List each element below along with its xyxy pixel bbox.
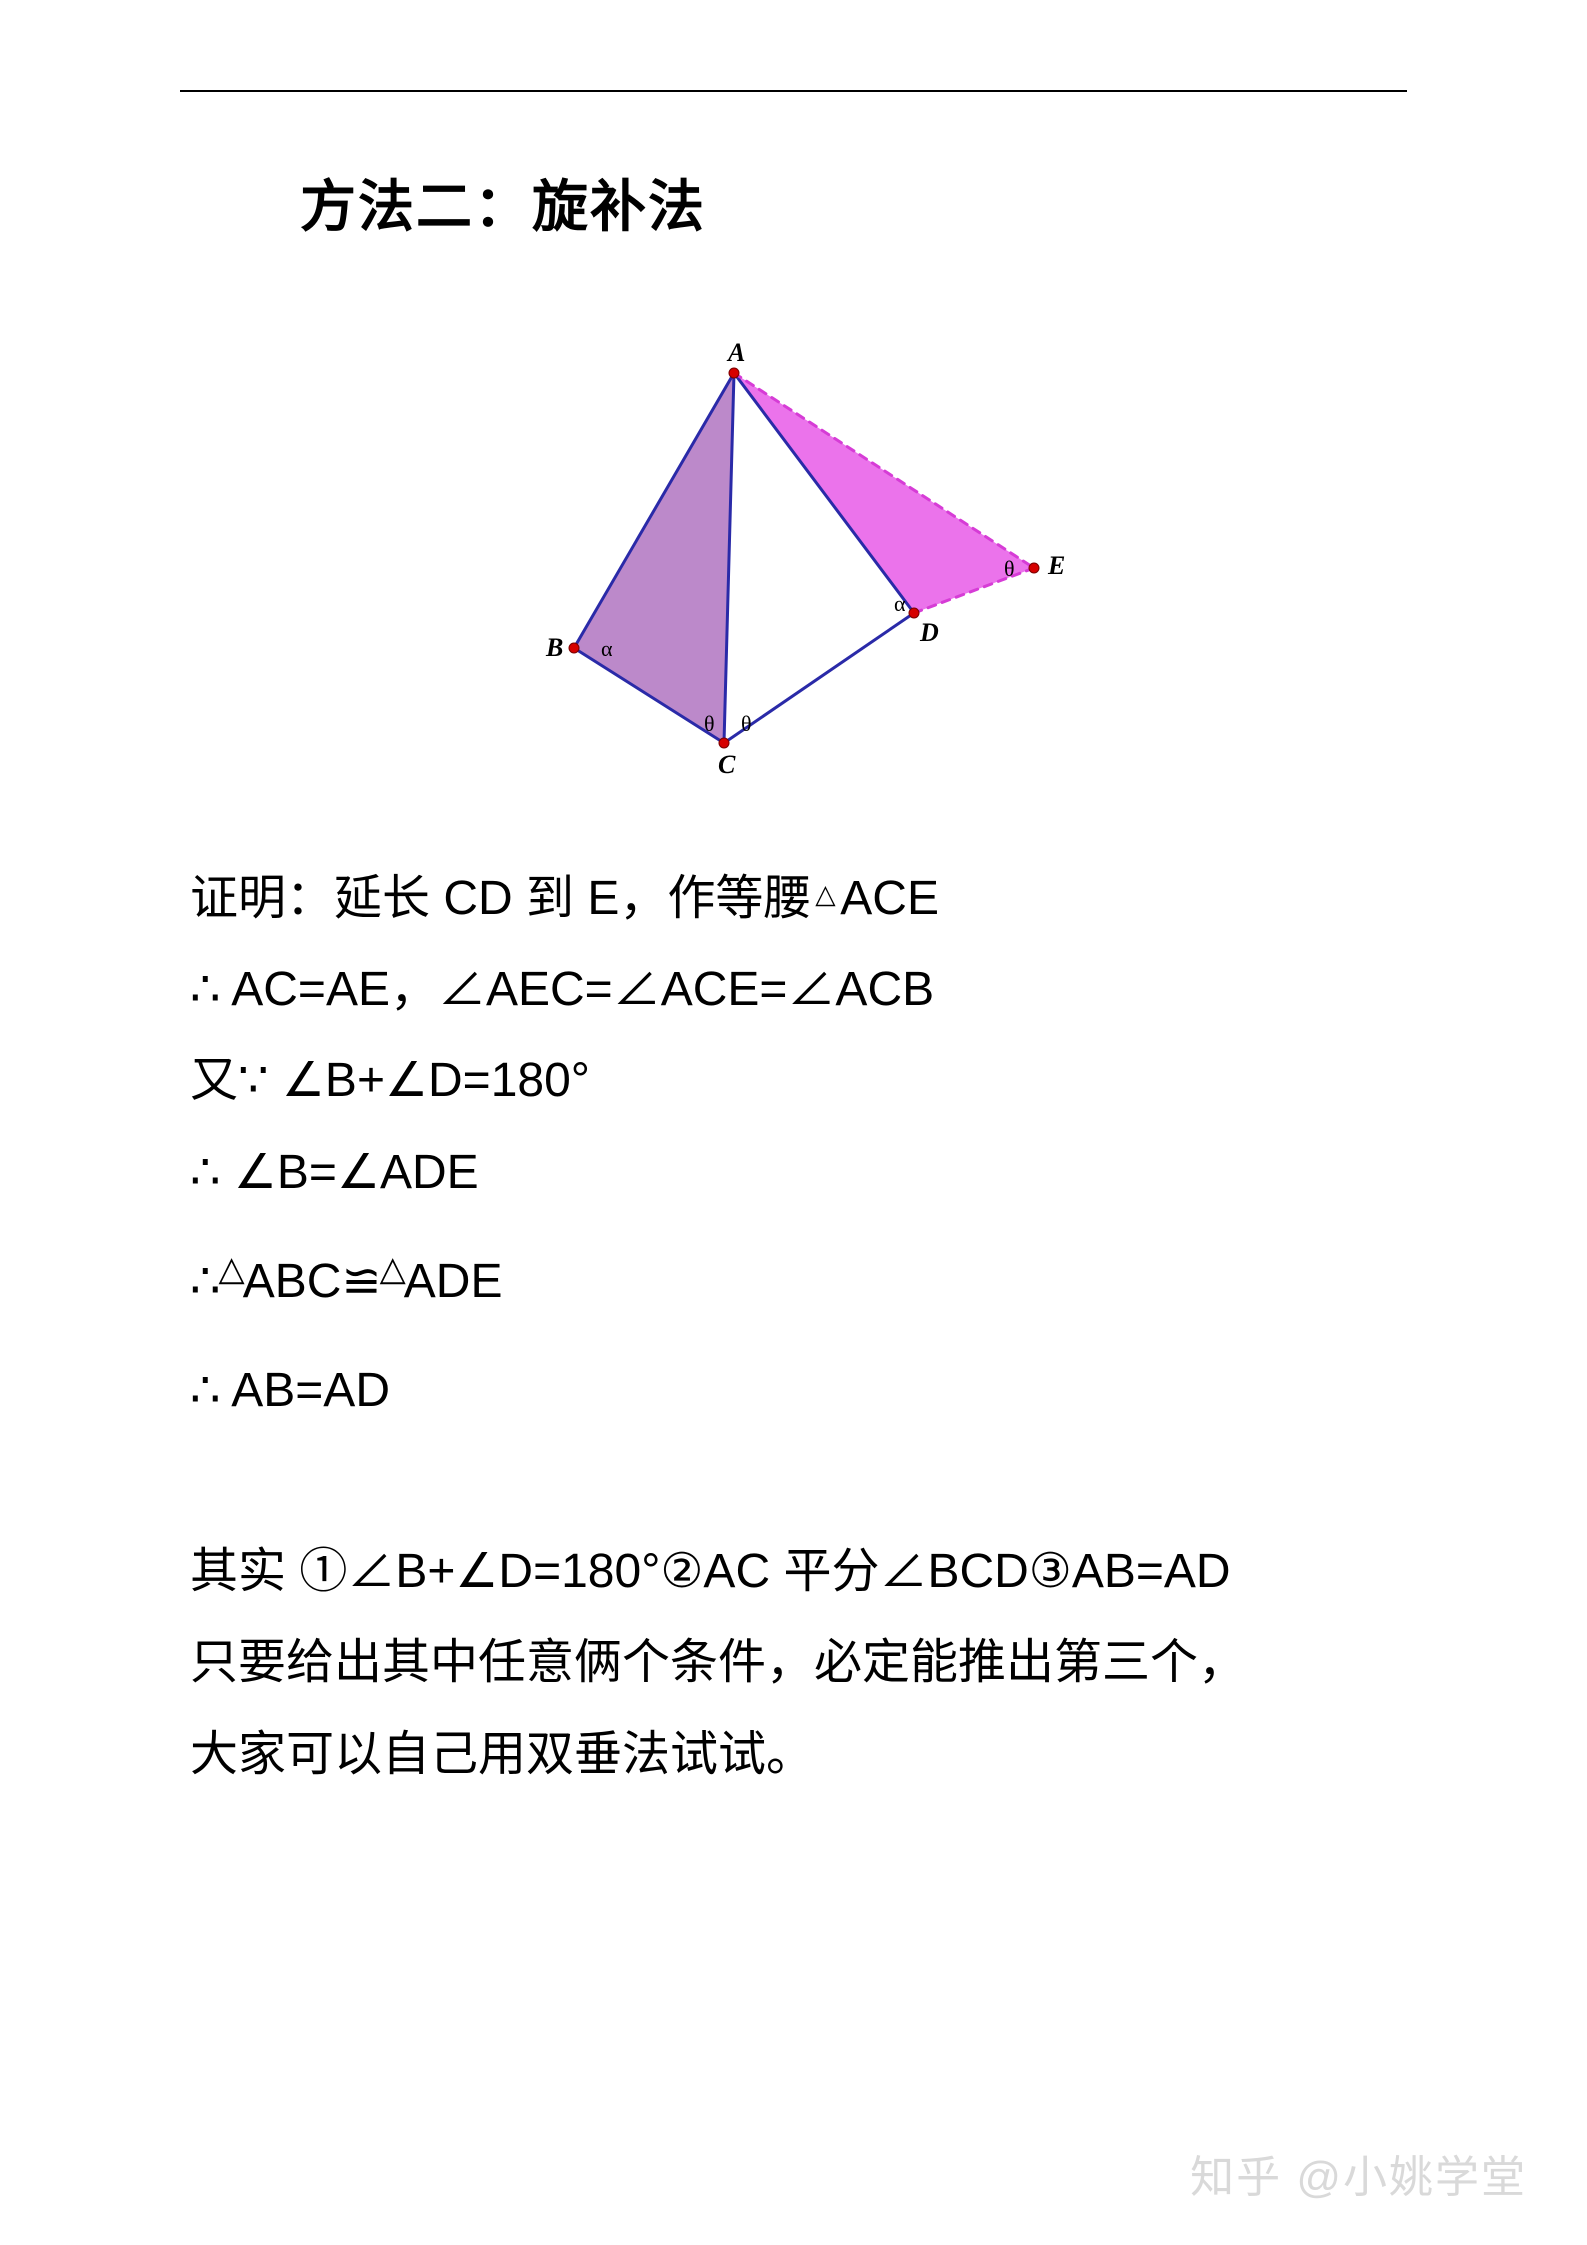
- note-line: 其实 ①∠B+∠D=180°②AC 平分∠BCD③AB=AD: [190, 1526, 1407, 1617]
- proof-block: 证明：延长 CD 到 E，作等腰△ACE∴ AC=AE，∠AEC=∠ACE=∠A…: [190, 853, 1407, 1436]
- svg-text:E: E: [1047, 551, 1065, 580]
- svg-text:α: α: [894, 591, 906, 616]
- section-title: 方法二：旋补法: [300, 162, 1407, 243]
- svg-text:θ: θ: [704, 711, 715, 736]
- svg-text:D: D: [919, 618, 939, 647]
- svg-text:C: C: [718, 750, 736, 779]
- svg-text:θ: θ: [741, 711, 752, 736]
- top-rule: [180, 90, 1407, 92]
- proof-line: ∴△ABC≌△ADE: [190, 1236, 1407, 1327]
- note-line: 大家可以自己用双垂法试试。: [190, 1709, 1407, 1800]
- figure-container: A B C D Eα θ θ α θ: [180, 333, 1407, 793]
- proof-line: ∴ ∠B=∠ADE: [190, 1127, 1407, 1218]
- geometry-figure: A B C D Eα θ θ α θ: [474, 333, 1114, 793]
- svg-text:θ: θ: [1004, 556, 1015, 581]
- page: 方法二：旋补法 ABCDEαθθαθ 证明：延长 CD 到 E，作等腰△ACE∴…: [0, 0, 1587, 2245]
- note-line: 只要给出其中任意俩个条件，必定能推出第三个，: [190, 1617, 1407, 1708]
- proof-line: ∴ AC=AE，∠AEC=∠ACE=∠ACB: [190, 944, 1407, 1035]
- note-block: 其实 ①∠B+∠D=180°②AC 平分∠BCD③AB=AD只要给出其中任意俩个…: [190, 1526, 1407, 1800]
- proof-line: 又∵ ∠B+∠D=180°: [190, 1035, 1407, 1126]
- proof-line: ∴ AB=AD: [190, 1345, 1407, 1436]
- svg-text:B: B: [545, 633, 563, 662]
- proof-line: 证明：延长 CD 到 E，作等腰△ACE: [190, 853, 1407, 944]
- watermark: 知乎 @小姚学堂: [1190, 2141, 1527, 2205]
- svg-text:A: A: [726, 338, 745, 367]
- svg-text:α: α: [601, 636, 613, 661]
